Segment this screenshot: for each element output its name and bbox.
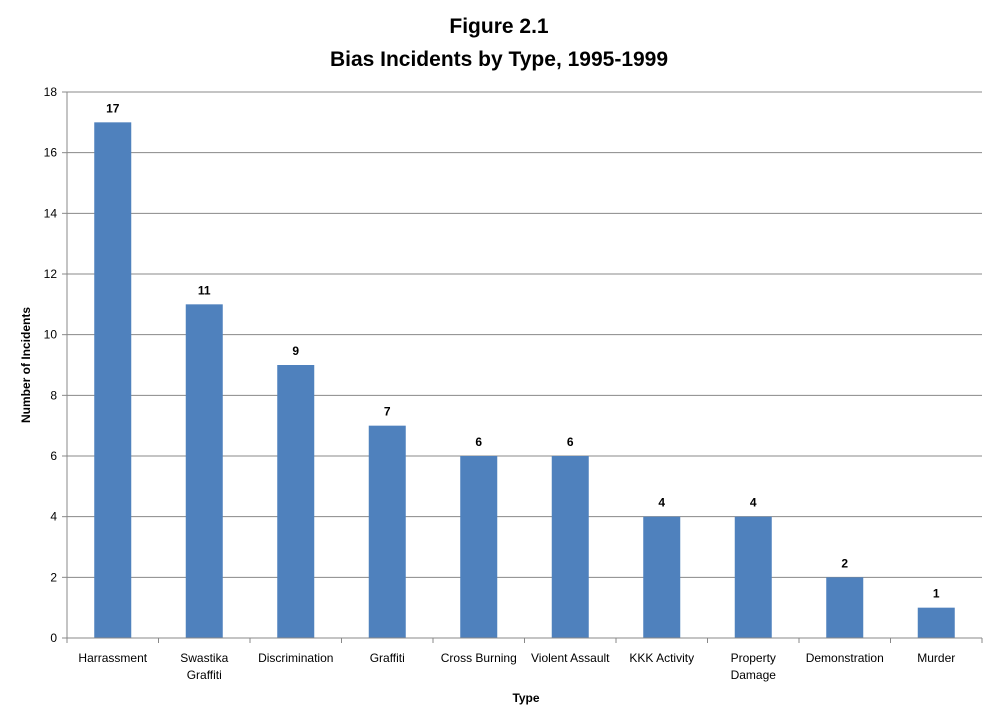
data-labels: 17 11 9 7 6 6 4 4 2 1 — [106, 101, 940, 600]
chart-subtitle: Bias Incidents by Type, 1995-1999 — [330, 48, 668, 71]
bars — [94, 122, 955, 639]
y-tick-label: 14 — [44, 206, 58, 220]
data-label: 4 — [658, 496, 665, 510]
data-label: 4 — [750, 496, 757, 510]
y-tick-label: 2 — [50, 570, 57, 584]
axes — [66, 92, 982, 643]
x-tick-label: Swastika Graffiti — [180, 651, 228, 682]
chart-title: Figure 2.1 — [449, 15, 549, 38]
x-axis-ticks: Harrassment Swastika Graffiti Discriminatio… — [78, 638, 983, 682]
x-tick-label: Demonstration — [806, 651, 884, 665]
data-label: 1 — [933, 587, 940, 601]
bar — [368, 425, 406, 638]
data-label: 2 — [841, 556, 848, 570]
bar — [551, 456, 589, 638]
y-tick-label: 16 — [44, 146, 58, 160]
y-tick-label: 18 — [44, 85, 58, 99]
bar — [277, 365, 315, 638]
y-tick-label: 8 — [50, 388, 57, 402]
data-label: 7 — [384, 405, 391, 419]
x-tick-label: Violent Assault — [531, 651, 610, 665]
data-label: 9 — [292, 344, 299, 358]
data-label: 11 — [198, 283, 211, 297]
y-tick-label: 12 — [44, 267, 58, 281]
bar — [460, 456, 498, 638]
y-tick-label: 6 — [50, 449, 57, 463]
y-tick-label: 0 — [50, 631, 57, 645]
bar — [185, 304, 223, 638]
x-tick-label: Murder — [917, 651, 955, 665]
x-tick-label: Property Damage — [731, 651, 777, 682]
x-axis-label: Type — [512, 691, 539, 705]
y-tick-label: 10 — [44, 328, 58, 342]
y-axis-label: Number of Incidents — [19, 307, 33, 423]
bar — [826, 577, 864, 638]
data-label: 6 — [567, 435, 574, 449]
data-label: 6 — [475, 435, 482, 449]
x-tick-label: Cross Burning — [441, 651, 517, 665]
bar — [917, 607, 955, 638]
x-tick-label: Discrimination — [258, 651, 333, 665]
x-tick-label: Harrassment — [78, 651, 147, 665]
bar — [94, 122, 132, 639]
bar — [734, 516, 772, 638]
y-axis-ticks: 0 2 4 6 8 10 12 14 16 18 — [44, 85, 67, 645]
data-label: 17 — [106, 101, 120, 115]
x-tick-label: KKK Activity — [629, 651, 694, 665]
y-tick-label: 4 — [50, 510, 57, 524]
x-tick-label: Graffiti — [370, 651, 405, 665]
bar — [643, 516, 681, 638]
